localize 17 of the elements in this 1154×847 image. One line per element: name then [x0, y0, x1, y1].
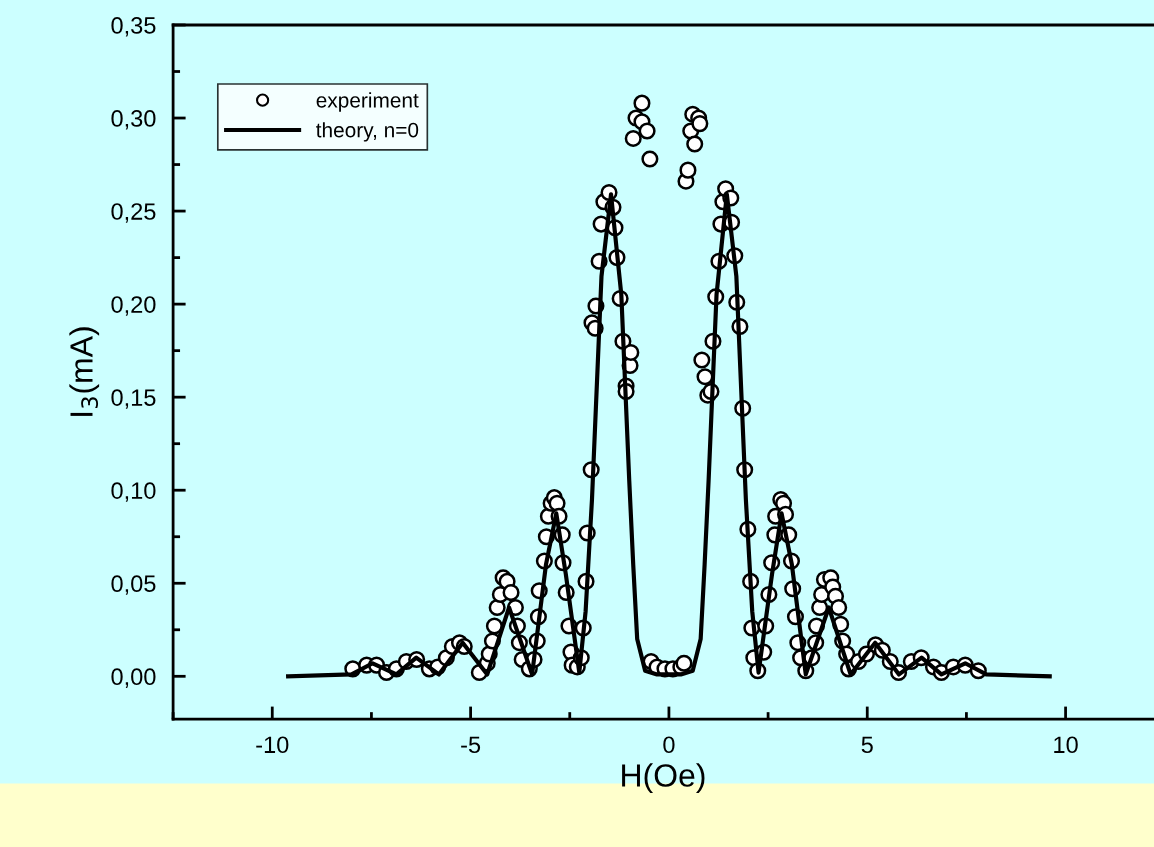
y-tick-label: 0,00 [111, 668, 156, 688]
x-tick-label: 5 [861, 736, 873, 754]
y-tick-label: 0,10 [111, 482, 156, 502]
y-tick-label: 0,15 [111, 389, 156, 409]
x-tick-label: 10 [1054, 736, 1078, 754]
y-tick-label: 0,25 [111, 203, 156, 223]
y-tick-label: 0,20 [111, 296, 156, 316]
legend-label: experiment [316, 92, 419, 112]
x-tick-label: -5 [461, 736, 481, 754]
y-tick-label: 0,30 [111, 110, 156, 130]
x-tick-label: 0 [663, 736, 675, 754]
y-axis-title: I$_{3}$(mA) [69, 327, 100, 416]
x-axis-title: H(Oe) [622, 763, 705, 794]
legend-label: theory, n=0 [316, 122, 419, 142]
y-tick-label: 0,35 [111, 17, 156, 37]
x-tick-label: -10 [256, 736, 289, 754]
y-tick-label: 0,05 [111, 575, 156, 595]
